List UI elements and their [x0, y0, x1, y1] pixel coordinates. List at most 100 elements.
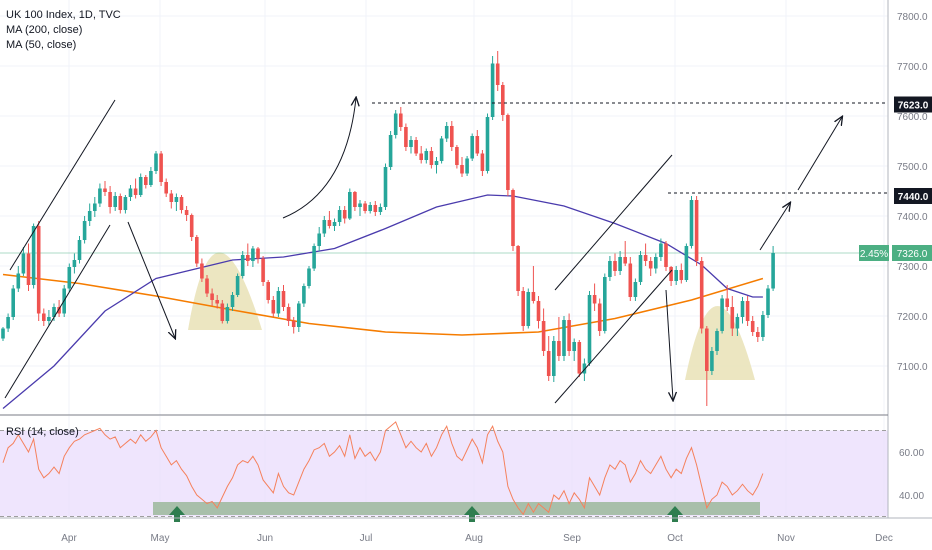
- candle-body: [771, 253, 775, 289]
- candle-body: [643, 255, 648, 261]
- candle-body: [235, 276, 240, 295]
- candle-body: [608, 261, 612, 277]
- candle-body: [669, 267, 673, 281]
- candle-body: [67, 267, 72, 289]
- candle-body: [118, 196, 123, 210]
- rsi-tick-label: 40.00: [899, 491, 924, 502]
- candle-body: [261, 258, 265, 282]
- curved-trend-arrow: [282, 98, 356, 219]
- ma200-legend[interactable]: MA (200, close): [6, 24, 83, 36]
- ma200-line: [2, 273, 764, 336]
- candle-body: [31, 226, 36, 285]
- candle-body: [506, 115, 510, 190]
- candle-body: [582, 363, 587, 374]
- candle-body: [444, 126, 449, 139]
- candle-body: [363, 203, 367, 211]
- candle-body: [189, 215, 194, 237]
- candle-body: [368, 205, 372, 211]
- trend-arrow: [127, 221, 175, 338]
- candle-body: [332, 222, 337, 226]
- hump-shape: [685, 306, 755, 380]
- candle-body: [424, 151, 429, 160]
- candle-body: [57, 307, 61, 314]
- candle-body: [373, 205, 378, 212]
- candle-body: [98, 188, 102, 204]
- candle-body: [750, 321, 755, 332]
- candle-body: [42, 313, 46, 321]
- rsi-legend[interactable]: RSI (14, close): [6, 426, 79, 438]
- candle-body: [679, 270, 684, 280]
- candle-body: [21, 253, 26, 274]
- candle-body: [251, 248, 255, 261]
- price-tick-label: 7500.0: [897, 162, 928, 173]
- trend-channel-line: [4, 224, 111, 399]
- candle-body: [266, 282, 270, 300]
- time-tick-label: Jul: [360, 533, 373, 544]
- candle-body: [103, 188, 107, 192]
- candle-body: [302, 286, 306, 304]
- candle-body: [77, 240, 82, 260]
- candle-body: [577, 342, 582, 374]
- candle-body: [460, 165, 464, 174]
- candle-body: [659, 243, 663, 257]
- rsi-tick-label: 60.00: [899, 448, 924, 459]
- candle-body: [322, 220, 327, 234]
- candle-body: [414, 140, 418, 154]
- candles: [1, 51, 775, 406]
- candle-body: [587, 295, 592, 364]
- candle-body: [174, 197, 179, 202]
- candle-body: [348, 192, 352, 219]
- candle-body: [195, 237, 199, 264]
- candle-body: [281, 291, 286, 307]
- candle-body: [383, 167, 388, 207]
- candle-body: [419, 153, 423, 160]
- candle-body: [358, 203, 362, 207]
- candle-body: [256, 248, 260, 259]
- candle-body: [393, 113, 398, 135]
- trend-channel-line: [554, 269, 673, 404]
- candle-body: [399, 113, 403, 127]
- candle-body: [87, 211, 92, 221]
- symbol-title[interactable]: UK 100 Index, 1D, TVC: [6, 9, 121, 21]
- price-tick-label: 7400.0: [897, 212, 928, 223]
- candle-body: [730, 307, 735, 329]
- candle-body: [434, 161, 439, 165]
- candle-body: [628, 263, 633, 297]
- candle-body: [511, 190, 515, 246]
- candle-body: [378, 207, 383, 212]
- candle-body: [654, 257, 658, 269]
- candle-body: [552, 341, 556, 376]
- price-label-box: [894, 96, 932, 113]
- candle-body: [93, 203, 97, 211]
- change-text: 2.45%: [860, 249, 888, 260]
- time-tick-label: Jun: [257, 533, 273, 544]
- candle-body: [169, 193, 174, 202]
- trend-channel-line: [9, 99, 116, 271]
- price-tick-label: 7700.0: [897, 62, 928, 73]
- candle-body: [557, 341, 561, 356]
- candle-body: [291, 321, 296, 327]
- time-tick-label: Oct: [667, 533, 683, 544]
- candle-body: [11, 288, 15, 317]
- candle-body: [113, 196, 117, 207]
- price-tick-label: 7600.0: [897, 112, 928, 123]
- candle-body: [164, 182, 168, 194]
- candle-body: [490, 63, 495, 117]
- candle-body: [342, 210, 347, 219]
- ma50-legend[interactable]: MA (50, close): [6, 39, 77, 51]
- time-tick-label: Dec: [875, 533, 893, 544]
- candle-body: [470, 136, 474, 159]
- ma50-line: [2, 194, 763, 409]
- candle-body: [495, 63, 500, 85]
- candle-body: [138, 177, 143, 195]
- candle-body: [567, 320, 571, 351]
- candle-body: [72, 260, 77, 267]
- candle-body: [149, 171, 153, 185]
- up-arrow-icon: [169, 506, 185, 522]
- up-arrow-icon: [464, 506, 480, 522]
- candle-body: [47, 317, 51, 321]
- candle-body: [1, 328, 5, 339]
- candle-body: [297, 303, 301, 327]
